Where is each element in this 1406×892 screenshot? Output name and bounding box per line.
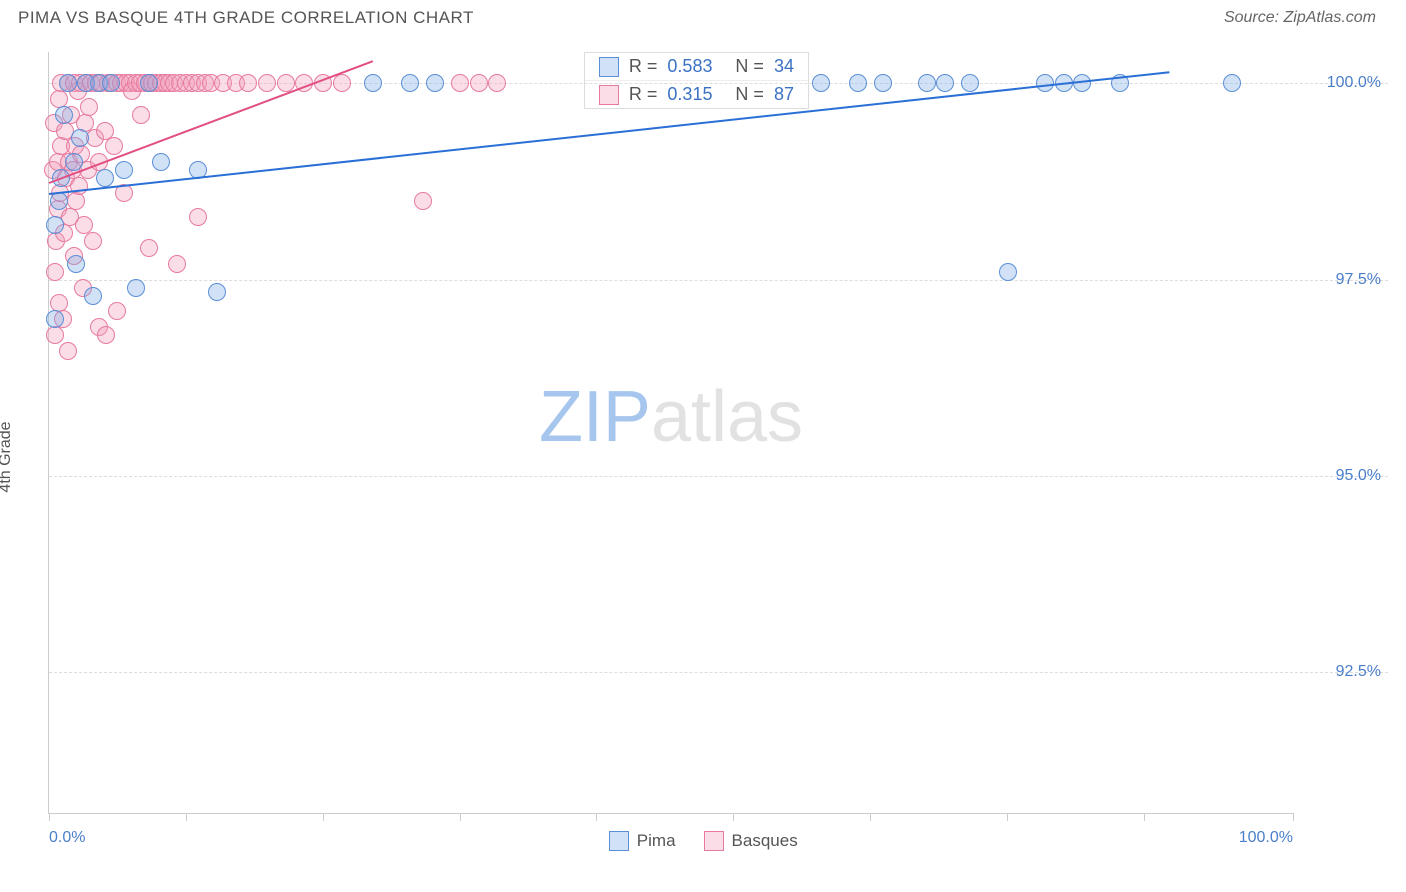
- legend-item: Pima: [609, 831, 676, 851]
- chart-container: 4th Grade ZIPatlas R =0.583N =34R =0.315…: [18, 40, 1388, 874]
- data-point: [140, 74, 158, 92]
- data-point: [936, 74, 954, 92]
- r-label: R =: [629, 56, 658, 77]
- plot-area: ZIPatlas R =0.583N =34R =0.315N =87 Pima…: [48, 52, 1293, 814]
- x-tick: [596, 813, 597, 821]
- gridline: [49, 476, 1388, 477]
- data-point: [364, 74, 382, 92]
- gridline: [49, 280, 1388, 281]
- r-value: 0.315: [667, 84, 725, 105]
- x-tick: [49, 813, 50, 821]
- data-point: [239, 74, 257, 92]
- data-point: [1223, 74, 1241, 92]
- data-point: [140, 239, 158, 257]
- x-tick: [186, 813, 187, 821]
- data-point: [812, 74, 830, 92]
- n-label: N =: [735, 56, 764, 77]
- data-point: [84, 287, 102, 305]
- data-point: [470, 74, 488, 92]
- data-point: [65, 153, 83, 171]
- data-point: [102, 74, 120, 92]
- data-point: [258, 74, 276, 92]
- data-point: [71, 129, 89, 147]
- legend-swatch: [704, 831, 724, 851]
- data-point: [105, 137, 123, 155]
- series-swatch: [599, 57, 619, 77]
- data-point: [208, 283, 226, 301]
- n-value: 34: [774, 56, 794, 77]
- data-point: [189, 208, 207, 226]
- data-point: [46, 310, 64, 328]
- series-swatch: [599, 85, 619, 105]
- x-tick: [1144, 813, 1145, 821]
- data-point: [401, 74, 419, 92]
- x-tick: [733, 813, 734, 821]
- x-tick-label: 0.0%: [49, 829, 85, 847]
- data-point: [849, 74, 867, 92]
- chart-title: PIMA VS BASQUE 4TH GRADE CORRELATION CHA…: [18, 8, 474, 28]
- data-point: [333, 74, 351, 92]
- data-point: [108, 302, 126, 320]
- data-point: [961, 74, 979, 92]
- x-tick: [323, 813, 324, 821]
- y-tick-label: 95.0%: [1336, 467, 1381, 485]
- gridline: [49, 672, 1388, 673]
- data-point: [59, 342, 77, 360]
- series-legend: Pima Basques: [609, 831, 798, 851]
- data-point: [1073, 74, 1091, 92]
- stat-row: R = 0.583 N = 34: [585, 53, 808, 80]
- legend-label: Pima: [637, 831, 676, 851]
- watermark: ZIPatlas: [539, 376, 803, 458]
- x-tick: [1293, 813, 1294, 821]
- data-point: [999, 263, 1017, 281]
- data-point: [67, 192, 85, 210]
- x-tick: [870, 813, 871, 821]
- chart-header: PIMA VS BASQUE 4TH GRADE CORRELATION CHA…: [0, 0, 1406, 32]
- data-point: [918, 74, 936, 92]
- n-value: 87: [774, 84, 794, 105]
- legend-swatch: [609, 831, 629, 851]
- x-tick: [460, 813, 461, 821]
- r-label: R =: [629, 84, 658, 105]
- data-point: [67, 255, 85, 273]
- data-point: [127, 279, 145, 297]
- legend-item: Basques: [704, 831, 798, 851]
- data-point: [488, 74, 506, 92]
- chart-source: Source: ZipAtlas.com: [1224, 9, 1376, 27]
- correlation-stats-box: R = 0.583 N = 34 R = 0.315 N = 87: [584, 52, 809, 109]
- n-label: N =: [735, 84, 764, 105]
- data-point: [50, 192, 68, 210]
- data-point: [84, 232, 102, 250]
- data-point: [46, 263, 64, 281]
- y-axis-title: 4th Grade: [0, 421, 15, 492]
- y-tick-label: 92.5%: [1336, 663, 1381, 681]
- y-tick-label: 97.5%: [1336, 271, 1381, 289]
- legend-label: Basques: [732, 831, 798, 851]
- r-value: 0.583: [667, 56, 725, 77]
- data-point: [168, 255, 186, 273]
- data-point: [59, 74, 77, 92]
- data-point: [80, 98, 98, 116]
- data-point: [96, 169, 114, 187]
- data-point: [115, 161, 133, 179]
- data-point: [97, 326, 115, 344]
- data-point: [451, 74, 469, 92]
- data-point: [132, 106, 150, 124]
- y-tick-label: 100.0%: [1327, 74, 1381, 92]
- data-point: [46, 326, 64, 344]
- data-point: [152, 153, 170, 171]
- data-point: [55, 106, 73, 124]
- data-point: [414, 192, 432, 210]
- x-tick-label: 100.0%: [1239, 829, 1293, 847]
- data-point: [874, 74, 892, 92]
- data-point: [46, 216, 64, 234]
- data-point: [426, 74, 444, 92]
- x-tick: [1007, 813, 1008, 821]
